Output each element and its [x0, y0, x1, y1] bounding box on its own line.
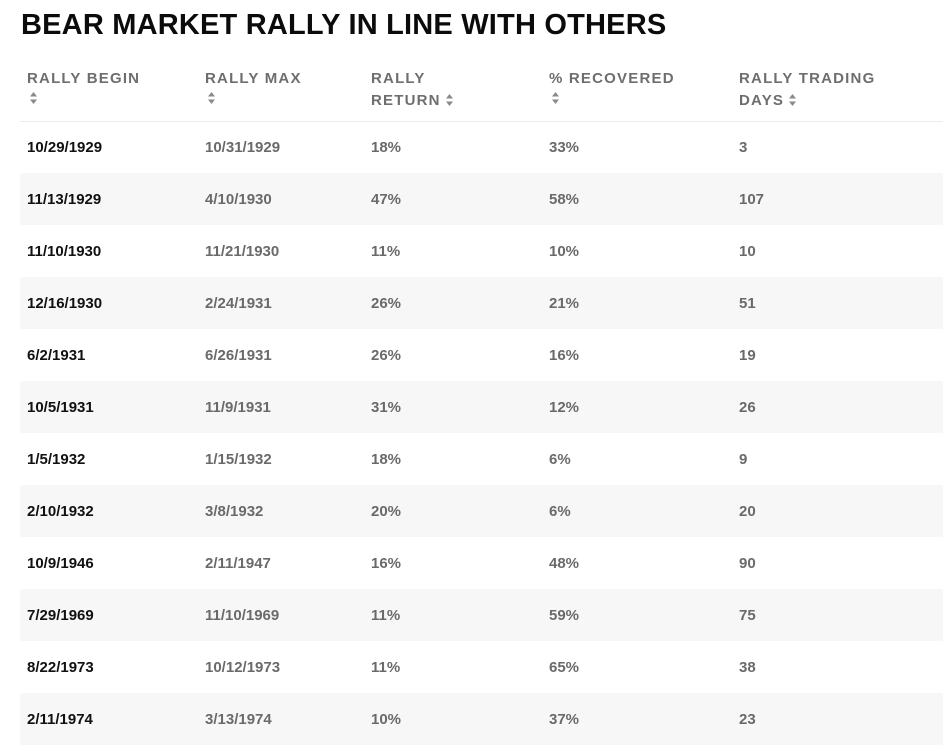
cell-rally-begin: 10/5/1931 — [20, 381, 198, 433]
cell-rally-begin: 11/10/1930 — [27, 242, 102, 260]
cell-trading-days: 10 — [739, 242, 756, 260]
cell-rally-begin: 11/13/1929 — [20, 173, 198, 225]
column-header-label-line2: DAYS — [739, 92, 785, 109]
cell-percent-recovered: 48% — [549, 554, 580, 572]
cell-rally-begin: 10/29/1929 — [27, 138, 103, 156]
table-row: 8/22/1973 10/12/1973 11% 65% 38 — [20, 641, 943, 693]
column-header-rally-begin[interactable]: RALLY BEGIN — [20, 58, 198, 122]
column-header-rally-return[interactable]: RALLY RETURN — [364, 58, 542, 122]
cell-rally-return: 31% — [364, 381, 542, 433]
table-row: 6/2/1931 6/26/1931 26% 16% 19 — [20, 329, 943, 381]
column-header-label: % RECOVERED — [549, 70, 675, 87]
column-header-label: RALLY MAX — [205, 70, 302, 87]
cell-rally-return: 26% — [364, 277, 542, 329]
cell-rally-begin: 6/2/1931 — [27, 346, 86, 364]
cell-rally-return: 11% — [364, 589, 542, 641]
column-header-rally-max[interactable]: RALLY MAX — [198, 58, 364, 122]
table-row: 1/5/1932 1/15/1932 18% 6% 9 — [20, 433, 943, 485]
cell-rally-begin: 8/22/1973 — [27, 658, 94, 676]
column-header-label-line2: RETURN — [371, 92, 441, 109]
page-title: BEAR MARKET RALLY IN LINE WITH OTHERS — [21, 9, 667, 41]
cell-trading-days: 107 — [732, 173, 943, 225]
cell-rally-return: 26% — [371, 346, 402, 364]
cell-rally-max: 6/26/1931 — [205, 346, 272, 364]
cell-rally-return: 16% — [371, 554, 402, 572]
cell-rally-max: 2/11/1947 — [205, 554, 271, 572]
cell-rally-max: 2/24/1931 — [198, 277, 364, 329]
cell-percent-recovered: 6% — [549, 450, 571, 468]
header-row: RALLY BEGIN RALLY MAX RALLY RETURN % — [20, 58, 943, 122]
sort-icon[interactable] — [445, 94, 453, 107]
cell-rally-begin: 7/29/1969 — [20, 589, 198, 641]
sort-icon[interactable] — [552, 92, 559, 104]
cell-rally-return: 10% — [364, 693, 542, 745]
cell-rally-return: 18% — [371, 450, 402, 468]
table-row: 10/29/1929 10/31/1929 18% 33% 3 — [20, 121, 943, 173]
cell-rally-max: 10/31/1929 — [205, 138, 281, 156]
table-row: 10/5/1931 11/9/1931 31% 12% 26 — [20, 381, 943, 433]
cell-percent-recovered: 59% — [542, 589, 732, 641]
cell-rally-max: 11/10/1969 — [198, 589, 364, 641]
cell-percent-recovered: 21% — [542, 277, 732, 329]
cell-percent-recovered: 58% — [542, 173, 732, 225]
sort-icon[interactable] — [208, 92, 215, 104]
cell-rally-begin: 2/10/1932 — [20, 485, 198, 537]
cell-rally-max: 11/9/1931 — [198, 381, 364, 433]
cell-percent-recovered: 6% — [542, 485, 732, 537]
sort-icon[interactable] — [789, 94, 797, 107]
cell-percent-recovered: 33% — [549, 138, 580, 156]
sort-icon[interactable] — [30, 92, 37, 104]
cell-percent-recovered: 12% — [542, 381, 732, 433]
cell-trading-days: 3 — [739, 138, 748, 156]
cell-percent-recovered: 10% — [549, 242, 580, 260]
cell-trading-days: 9 — [739, 450, 748, 468]
cell-rally-begin: 1/5/1932 — [27, 450, 86, 468]
cell-trading-days: 23 — [732, 693, 943, 745]
cell-trading-days: 51 — [732, 277, 943, 329]
cell-rally-begin: 2/11/1974 — [20, 693, 198, 745]
column-header-label: RALLY — [371, 70, 426, 87]
cell-rally-max: 1/15/1932 — [205, 450, 272, 468]
cell-trading-days: 90 — [739, 554, 756, 572]
table-row: 2/10/1932 3/8/1932 20% 6% 20 — [20, 485, 943, 537]
cell-percent-recovered: 65% — [549, 658, 580, 676]
table-row: 11/10/1930 11/21/1930 11% 10% 10 — [20, 225, 943, 277]
cell-rally-max: 4/10/1930 — [198, 173, 364, 225]
column-header-percent-recovered[interactable]: % RECOVERED — [542, 58, 732, 122]
cell-rally-max: 11/21/1930 — [205, 242, 280, 260]
cell-rally-return: 20% — [364, 485, 542, 537]
cell-rally-return: 11% — [371, 242, 401, 260]
cell-rally-return: 18% — [371, 138, 402, 156]
table-header: RALLY BEGIN RALLY MAX RALLY RETURN % — [20, 58, 943, 122]
cell-rally-max: 10/12/1973 — [205, 658, 281, 676]
column-header-rally-trading-days[interactable]: RALLY TRADING DAYS — [732, 58, 943, 122]
cell-trading-days: 75 — [732, 589, 943, 641]
cell-trading-days: 26 — [732, 381, 943, 433]
rally-table: RALLY BEGIN RALLY MAX RALLY RETURN % — [20, 58, 943, 745]
cell-percent-recovered: 37% — [542, 693, 732, 745]
cell-percent-recovered: 16% — [549, 346, 580, 364]
cell-trading-days: 20 — [732, 485, 943, 537]
cell-rally-return: 11% — [371, 658, 401, 676]
table-row: 12/16/1930 2/24/1931 26% 21% 51 — [20, 277, 943, 329]
column-header-label: RALLY TRADING — [739, 70, 876, 87]
table-row: 2/11/1974 3/13/1974 10% 37% 23 — [20, 693, 943, 745]
cell-rally-return: 47% — [364, 173, 542, 225]
cell-rally-begin: 10/9/1946 — [27, 554, 94, 572]
table-row: 11/13/1929 4/10/1930 47% 58% 107 — [20, 173, 943, 225]
column-header-label: RALLY BEGIN — [27, 70, 141, 87]
cell-rally-max: 3/8/1932 — [198, 485, 364, 537]
cell-rally-begin: 12/16/1930 — [20, 277, 198, 329]
cell-rally-max: 3/13/1974 — [198, 693, 364, 745]
cell-trading-days: 19 — [739, 346, 756, 364]
table-body: 10/29/1929 10/31/1929 18% 33% 3 11/13/19… — [20, 121, 943, 745]
table-row: 7/29/1969 11/10/1969 11% 59% 75 — [20, 589, 943, 641]
table-row: 10/9/1946 2/11/1947 16% 48% 90 — [20, 537, 943, 589]
cell-trading-days: 38 — [739, 658, 756, 676]
